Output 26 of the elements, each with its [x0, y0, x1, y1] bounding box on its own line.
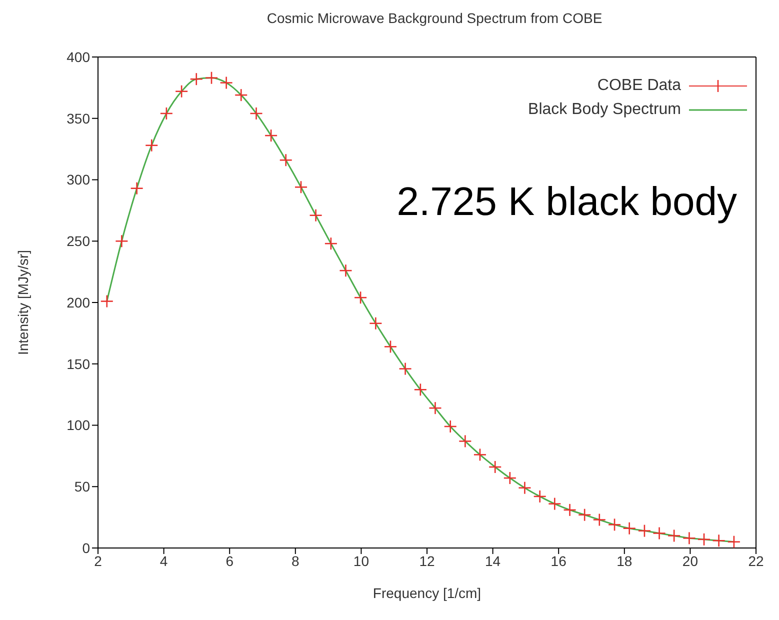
y-tick-label: 350 — [66, 110, 90, 126]
x-tick-label: 22 — [748, 552, 764, 569]
x-tick-label: 4 — [160, 552, 168, 569]
legend-label: Black Body Spectrum — [528, 101, 681, 118]
x-tick-label: 16 — [550, 552, 567, 569]
x-tick-label: 12 — [419, 552, 435, 569]
chart-title: Cosmic Microwave Background Spectrum from COBE — [266, 10, 604, 26]
x-tick-label: 20 — [682, 552, 698, 569]
y-tick-label: 150 — [66, 356, 90, 372]
x-axis-title: Frequency [1/cm] — [372, 585, 482, 601]
x-tick-label: 6 — [226, 552, 234, 569]
y-tick-label: 300 — [66, 172, 90, 188]
y-tick-label: 0 — [82, 540, 90, 556]
x-tick-label: 14 — [485, 552, 501, 569]
y-tick-label: 250 — [66, 233, 90, 250]
y-tick-label: 200 — [66, 294, 90, 310]
y-axis-title: Intensity [MJy/sr] — [14, 250, 31, 356]
x-tick-label: 2 — [94, 552, 102, 569]
legend-label: COBE Data — [597, 77, 681, 94]
x-tick-label: 18 — [616, 552, 632, 569]
y-tick-label: 100 — [66, 417, 90, 434]
x-tick-label: 8 — [292, 552, 300, 569]
x-tick-label: 10 — [353, 552, 370, 569]
y-tick-label: 400 — [66, 48, 90, 65]
y-tick-label: 50 — [74, 478, 90, 495]
annotation: 2.725 K black body — [396, 180, 737, 225]
